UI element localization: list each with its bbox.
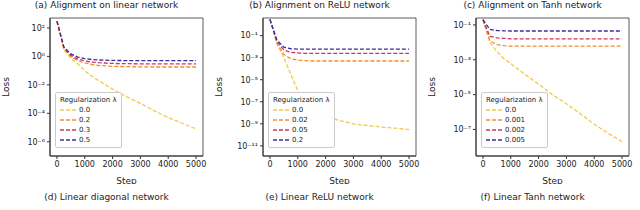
svg-text:0: 0 bbox=[480, 160, 485, 169]
svg-text:1000: 1000 bbox=[501, 160, 521, 169]
svg-text:Loss: Loss bbox=[214, 77, 224, 97]
svg-text:3000: 3000 bbox=[343, 160, 363, 169]
svg-text:2000: 2000 bbox=[315, 160, 335, 169]
svg-text:10⁻³: 10⁻³ bbox=[453, 56, 471, 65]
html-text:0.005: 0.005 bbox=[505, 136, 525, 144]
svg-text:4000: 4000 bbox=[584, 160, 604, 169]
html-text:0.0: 0.0 bbox=[79, 106, 91, 114]
html-text:0.0: 0.0 bbox=[292, 106, 304, 114]
html-text:0.2: 0.2 bbox=[79, 116, 91, 124]
svg-text:Loss: Loss bbox=[8, 77, 11, 97]
html-text:0.002: 0.002 bbox=[505, 126, 525, 134]
svg-text:10⁻⁶: 10⁻⁶ bbox=[27, 138, 45, 147]
svg-text:Step: Step bbox=[116, 176, 137, 184]
html-text:0.05: 0.05 bbox=[292, 126, 308, 134]
html-text:(a) Alignment on linear networ: (a) Alignment on linear network bbox=[34, 0, 179, 10]
svg-text:10⁻¹: 10⁻¹ bbox=[453, 21, 471, 30]
svg-text:5000: 5000 bbox=[399, 160, 419, 169]
svg-text:10²: 10² bbox=[32, 24, 45, 33]
svg-text:4000: 4000 bbox=[158, 160, 178, 169]
svg-text:3000: 3000 bbox=[556, 160, 576, 169]
html-text:(b) Alignment on ReLU network: (b) Alignment on ReLU network bbox=[249, 0, 390, 10]
svg-text:10⁻⁵: 10⁻⁵ bbox=[453, 90, 471, 99]
svg-text:5000: 5000 bbox=[186, 160, 206, 169]
svg-text:4000: 4000 bbox=[371, 160, 391, 169]
svg-text:10⁰: 10⁰ bbox=[32, 52, 45, 61]
html-text:0.2: 0.2 bbox=[292, 136, 304, 144]
svg-text:2000: 2000 bbox=[528, 160, 548, 169]
svg-text:10⁻⁵: 10⁻⁵ bbox=[240, 76, 258, 85]
svg-text:Loss: Loss bbox=[427, 77, 437, 97]
html-text:(c) Alignment on Tanh network: (c) Alignment on Tanh network bbox=[463, 0, 602, 10]
svg-text:0: 0 bbox=[267, 160, 272, 169]
svg-text:1000: 1000 bbox=[75, 160, 95, 169]
html-text:0.02: 0.02 bbox=[292, 116, 308, 124]
svg-text:3000: 3000 bbox=[130, 160, 150, 169]
html-text:Regularization λ: Regularization λ bbox=[486, 96, 543, 104]
svg-text:Step: Step bbox=[542, 176, 563, 184]
html-text:(e) Linear ReLU network: (e) Linear ReLU network bbox=[265, 192, 374, 202]
html-text:0.5: 0.5 bbox=[79, 136, 91, 144]
svg-text:10⁻²: 10⁻² bbox=[27, 81, 45, 90]
svg-text:2000: 2000 bbox=[102, 160, 122, 169]
html-text:(f) Linear Tanh network: (f) Linear Tanh network bbox=[480, 192, 585, 202]
svg-text:10⁻⁹: 10⁻⁹ bbox=[240, 120, 258, 129]
html-text:0.3: 0.3 bbox=[79, 126, 91, 134]
svg-text:10⁻³: 10⁻³ bbox=[240, 54, 258, 63]
svg-text:5000: 5000 bbox=[612, 160, 632, 169]
svg-text:10⁻¹¹: 10⁻¹¹ bbox=[237, 142, 258, 151]
svg-text:0: 0 bbox=[54, 160, 59, 169]
html-text:Regularization λ: Regularization λ bbox=[60, 96, 117, 104]
html-text:Regularization λ: Regularization λ bbox=[273, 96, 330, 104]
html-text:0.001: 0.001 bbox=[505, 116, 525, 124]
svg-text:10⁻⁷: 10⁻⁷ bbox=[240, 98, 258, 107]
svg-text:Step: Step bbox=[329, 176, 350, 184]
svg-text:10⁻⁷: 10⁻⁷ bbox=[453, 125, 471, 134]
html-text:0.0: 0.0 bbox=[505, 106, 517, 114]
svg-text:1000: 1000 bbox=[288, 160, 308, 169]
svg-text:10⁻¹: 10⁻¹ bbox=[240, 31, 258, 40]
svg-text:10⁻⁴: 10⁻⁴ bbox=[27, 109, 45, 118]
html-text:(d) Linear diagonal network: (d) Linear diagonal network bbox=[44, 192, 169, 202]
